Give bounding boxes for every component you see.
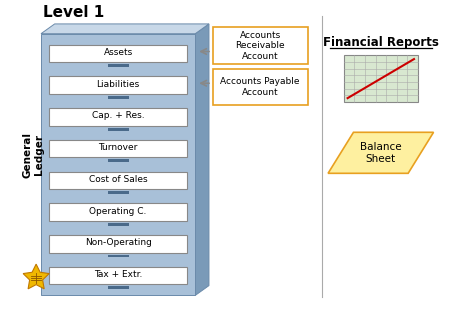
Text: Operating C.: Operating C. bbox=[90, 207, 147, 216]
Text: Turnover: Turnover bbox=[99, 143, 138, 152]
FancyBboxPatch shape bbox=[108, 255, 129, 257]
FancyBboxPatch shape bbox=[49, 140, 188, 157]
FancyBboxPatch shape bbox=[108, 223, 129, 226]
Polygon shape bbox=[328, 132, 433, 173]
Text: Assets: Assets bbox=[104, 48, 133, 57]
FancyBboxPatch shape bbox=[49, 172, 188, 189]
Text: Accounts
Receivable
Account: Accounts Receivable Account bbox=[235, 31, 285, 61]
FancyBboxPatch shape bbox=[213, 28, 307, 64]
Text: Accounts Payable
Account: Accounts Payable Account bbox=[220, 78, 300, 97]
FancyBboxPatch shape bbox=[108, 128, 129, 130]
Text: Cap. + Res.: Cap. + Res. bbox=[92, 112, 144, 121]
FancyBboxPatch shape bbox=[108, 64, 129, 67]
FancyBboxPatch shape bbox=[41, 34, 195, 295]
FancyBboxPatch shape bbox=[49, 45, 188, 62]
Text: Cost of Sales: Cost of Sales bbox=[89, 175, 148, 184]
FancyBboxPatch shape bbox=[49, 108, 188, 126]
Polygon shape bbox=[23, 264, 49, 289]
Polygon shape bbox=[41, 24, 209, 34]
FancyBboxPatch shape bbox=[108, 96, 129, 99]
Text: Financial Reports: Financial Reports bbox=[323, 36, 439, 49]
FancyBboxPatch shape bbox=[108, 159, 129, 162]
Polygon shape bbox=[195, 24, 209, 295]
FancyBboxPatch shape bbox=[49, 203, 188, 221]
FancyBboxPatch shape bbox=[213, 69, 307, 105]
FancyBboxPatch shape bbox=[49, 235, 188, 252]
Text: Level 1: Level 1 bbox=[43, 5, 104, 20]
Text: Liabilities: Liabilities bbox=[96, 80, 140, 89]
FancyBboxPatch shape bbox=[49, 267, 188, 284]
Text: Non-Operating: Non-Operating bbox=[85, 238, 152, 248]
FancyBboxPatch shape bbox=[108, 191, 129, 194]
FancyBboxPatch shape bbox=[49, 76, 188, 94]
FancyBboxPatch shape bbox=[108, 286, 129, 289]
Text: General
Ledger: General Ledger bbox=[22, 132, 44, 178]
Text: Balance
Sheet: Balance Sheet bbox=[360, 142, 401, 163]
Text: Tax + Extr.: Tax + Extr. bbox=[94, 270, 142, 279]
FancyBboxPatch shape bbox=[344, 55, 418, 102]
